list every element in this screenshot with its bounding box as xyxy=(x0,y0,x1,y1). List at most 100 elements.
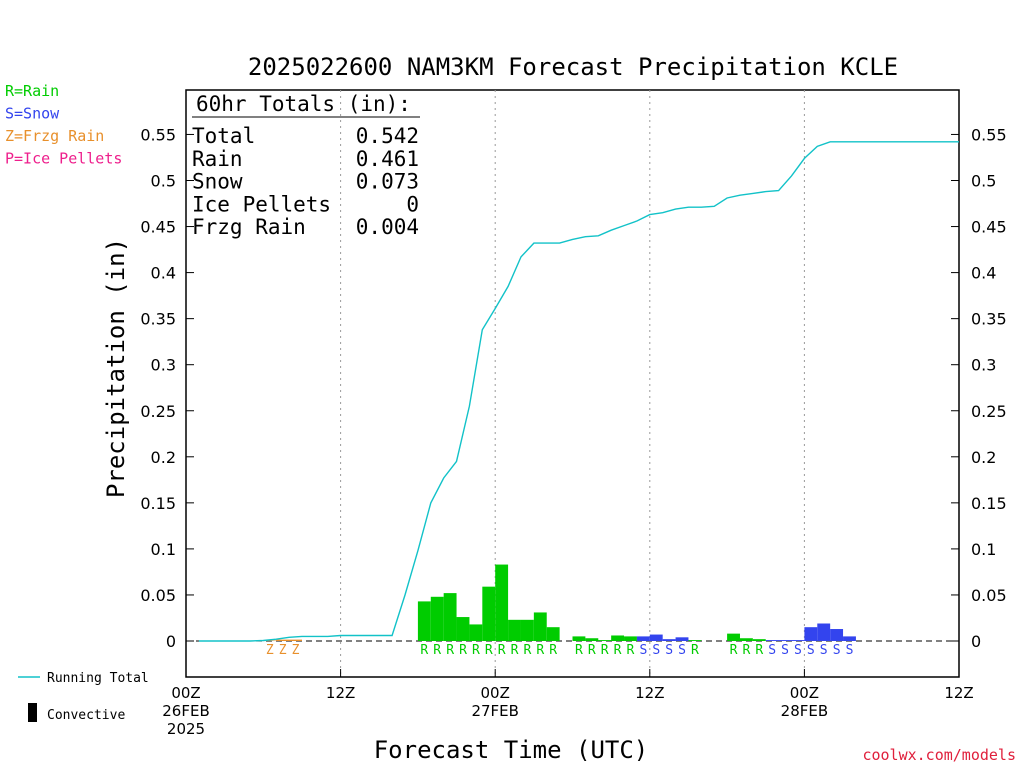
type-mark: Z xyxy=(266,643,274,658)
x-tick-label: 00Z xyxy=(171,684,200,702)
type-mark: S xyxy=(781,643,789,658)
precip-type-legend: R=Rain S=Snow Z=Frzg Rain P=Ice Pellets xyxy=(5,82,122,168)
type-mark: S xyxy=(678,643,686,658)
bar-z xyxy=(276,639,290,641)
totals-table: 60hr Totals (in): Total 0.542 Rain 0.461 Sno… xyxy=(192,92,420,239)
y-tick-label: 0.05 xyxy=(140,586,176,605)
totals-value: 0.461 xyxy=(356,147,419,171)
x-axis-label: Forecast Time (UTC) xyxy=(374,736,649,764)
type-mark: S xyxy=(652,643,660,658)
bar-r xyxy=(739,638,753,641)
type-mark: Z xyxy=(292,643,300,658)
type-mark: R xyxy=(743,643,751,658)
type-mark: R xyxy=(446,643,454,658)
bar-s xyxy=(649,634,663,641)
totals-value: 0 xyxy=(406,192,419,216)
y-tick-label-right: 0.1 xyxy=(971,540,996,559)
source-credit: coolwx.com/models xyxy=(862,746,1016,764)
bar-s xyxy=(778,640,792,641)
bar-s xyxy=(830,629,844,641)
y-tick-label-right: 0.4 xyxy=(971,264,996,283)
totals-header: 60hr Totals (in): xyxy=(196,92,411,116)
bar-r xyxy=(546,627,560,641)
x-tick-label: 00Z xyxy=(481,684,510,702)
type-mark: R xyxy=(536,643,544,658)
y-tick-label: 0.45 xyxy=(140,218,176,237)
bar-s xyxy=(675,637,689,641)
bar-r xyxy=(688,640,702,641)
legend-s: S=Snow xyxy=(5,105,60,123)
bar-r xyxy=(752,639,766,641)
y-tick-label-right: 0.5 xyxy=(971,172,996,191)
type-mark: S xyxy=(794,643,802,658)
bar-r xyxy=(430,596,444,641)
bar-r xyxy=(585,638,599,641)
bar-s xyxy=(662,639,676,641)
totals-value: 0.073 xyxy=(356,170,419,194)
type-mark: S xyxy=(807,643,815,658)
x-tick-label: 28FEB xyxy=(781,702,828,720)
totals-value: 0.542 xyxy=(356,124,419,148)
y-tick-label-right: 0.35 xyxy=(971,310,1007,329)
y-tick-label: 0.35 xyxy=(140,310,176,329)
type-mark: R xyxy=(601,643,609,658)
x-tick-label: 12Z xyxy=(326,684,355,702)
y-axis-label: Precipitation (in) xyxy=(102,238,130,498)
type-mark: S xyxy=(768,643,776,658)
type-mark: R xyxy=(511,643,519,658)
bar-s xyxy=(765,640,779,641)
vertical-gridlines xyxy=(340,90,805,677)
x-tick-label: 27FEB xyxy=(471,702,518,720)
y-tick-label-right: 0 xyxy=(971,632,981,651)
type-mark: S xyxy=(665,643,673,658)
y-axis-left: 0 0.05 0.1 0.15 0.2 0.25 0.3 0.35 0.4 0.45 0.5 0.55 xyxy=(140,125,194,651)
y-tick-label: 0.5 xyxy=(151,172,176,191)
type-mark: R xyxy=(730,643,738,658)
bar-s xyxy=(843,636,856,641)
y-tick-label: 0.15 xyxy=(140,494,176,513)
totals-label: Total xyxy=(192,124,255,148)
y-tick-label: 0.2 xyxy=(151,448,176,467)
y-tick-label: 0.3 xyxy=(151,356,176,375)
type-mark: R xyxy=(498,643,506,658)
type-mark: R xyxy=(691,643,699,658)
bar-r xyxy=(508,619,521,641)
type-mark: R xyxy=(459,643,467,658)
y-tick-label: 0.4 xyxy=(151,264,176,283)
type-mark: R xyxy=(433,643,441,658)
type-mark: R xyxy=(485,643,493,658)
type-mark: R xyxy=(472,643,480,658)
totals-label: Ice Pellets xyxy=(192,192,331,216)
legend-r: R=Rain xyxy=(5,82,59,100)
type-mark: S xyxy=(639,643,647,658)
type-mark: R xyxy=(420,643,428,658)
type-mark: R xyxy=(588,643,596,658)
bar-r xyxy=(611,635,625,641)
type-mark: R xyxy=(627,643,635,658)
y-tick-label-right: 0.25 xyxy=(971,402,1007,421)
bar-r xyxy=(598,640,612,641)
bar-r xyxy=(533,612,547,641)
precip-bars xyxy=(263,564,856,642)
bar-r xyxy=(495,564,509,641)
bar-s xyxy=(817,623,831,641)
type-mark: R xyxy=(575,643,583,658)
type-mark: Z xyxy=(279,643,287,658)
y-tick-label: 0.55 xyxy=(140,125,176,144)
y-tick-label: 0 xyxy=(166,632,176,651)
legend-z: Z=Frzg Rain xyxy=(5,127,104,145)
convective-legend-label: Convective xyxy=(47,708,125,723)
running-total-line xyxy=(198,141,959,642)
x-tick-label: 00Z xyxy=(790,684,819,702)
bar-s xyxy=(804,627,818,641)
x-tick-label: 12Z xyxy=(944,684,973,702)
x-tick-label: 2025 xyxy=(167,720,205,738)
x-tick-label: 12Z xyxy=(635,684,664,702)
y-tick-label: 0.1 xyxy=(151,540,176,559)
y-tick-label-right: 0.2 xyxy=(971,448,996,467)
plot-frame xyxy=(185,89,960,678)
type-mark: S xyxy=(833,643,841,658)
y-axis-right: 0 0.05 0.1 0.15 0.2 0.25 0.3 0.35 0.4 0.45 0.5 0.55 xyxy=(951,125,1007,651)
